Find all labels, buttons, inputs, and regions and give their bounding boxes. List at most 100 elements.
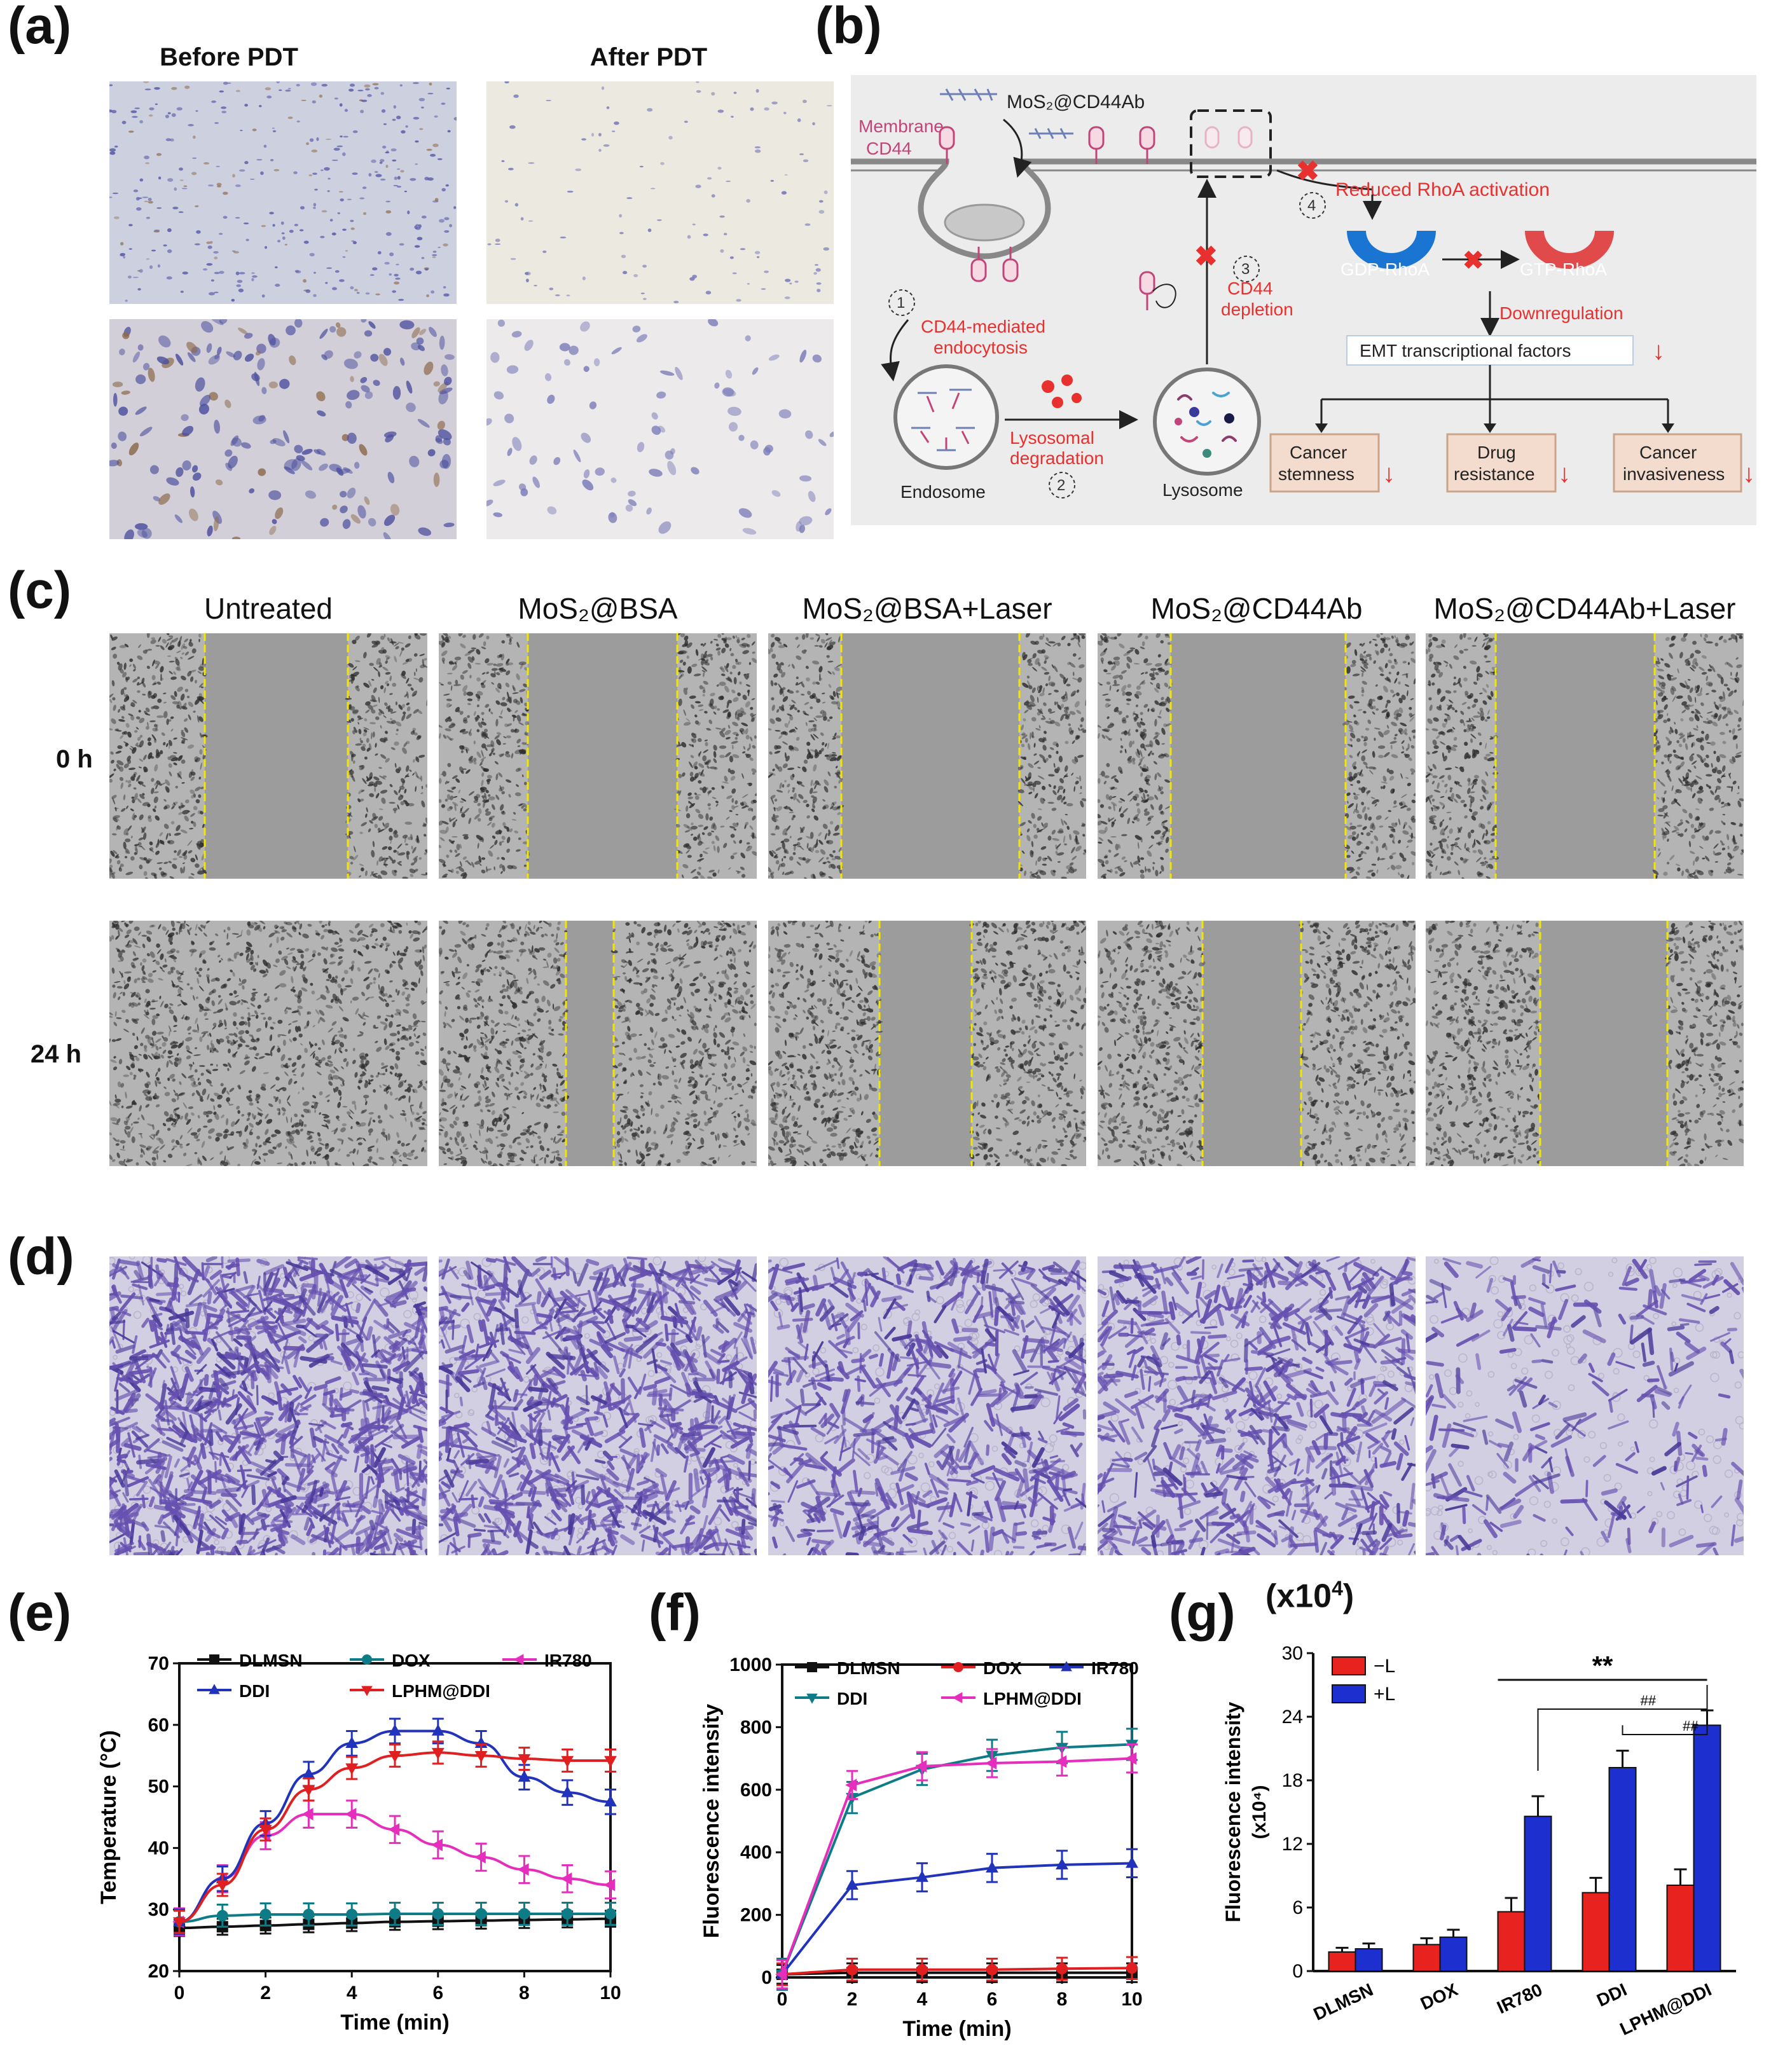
x-axis-label: Time (min) [340, 2010, 449, 2035]
y-tick-label: 12 [1282, 1834, 1303, 1855]
y-axis-label: Temperature (°C) [97, 1730, 121, 1904]
series-line [782, 1971, 1132, 1976]
legend-entry: +L [1332, 1684, 1395, 1705]
nanosheet-icon [940, 88, 1073, 139]
outcome-box-resistance [1446, 433, 1557, 493]
data-point [259, 1908, 272, 1920]
panel-e-label: (e) [8, 1584, 72, 1642]
bar [1582, 1892, 1610, 1972]
legend-label: LPHM@DDI [392, 1681, 490, 1701]
step-1: 1 [897, 294, 905, 312]
legend-swatch [1332, 1684, 1366, 1703]
x-tick-label: 8 [1057, 1989, 1068, 2010]
y-axis-label: Fluorescence intensity [700, 1704, 724, 1939]
double-star-annotation: ** [1592, 1651, 1613, 1680]
legend-entry: DDI [197, 1681, 270, 1701]
data-point [474, 1851, 486, 1864]
block-x-icon: ✖ [1194, 241, 1218, 272]
gdp-rhoa-label: GDP-RhoA [1341, 259, 1430, 279]
data-point [173, 1917, 186, 1929]
data-point [302, 1785, 315, 1797]
y-tick-label: 0 [761, 1967, 772, 1988]
data-point [916, 1963, 928, 1976]
outcome-2-line-1: Drug [1477, 443, 1516, 462]
y-tick-label: 40 [148, 1838, 169, 1859]
series-line [781, 1743, 1133, 1975]
y-tick-label: 60 [148, 1715, 169, 1736]
x-tick-label: 0 [777, 1989, 788, 2010]
y-tick-label: 0 [1292, 1961, 1303, 1982]
hash-annotation: ## [1640, 1693, 1656, 1708]
y-tick-label: 1000 [729, 1654, 772, 1675]
bar [1439, 1936, 1468, 1972]
x-tick-label: 10 [1121, 1989, 1142, 2010]
data-point [915, 1760, 927, 1773]
data-point [561, 1785, 574, 1797]
data-point [518, 1770, 531, 1782]
data-point [1056, 1858, 1068, 1870]
bar [1354, 1948, 1383, 1972]
plot-frame [178, 1662, 612, 1972]
x-tick-label: 4 [347, 1983, 357, 2003]
legend-marker [1061, 1661, 1072, 1672]
data-point [916, 1870, 928, 1882]
svg-text:✖: ✖ [1463, 247, 1484, 275]
scratch-assay-image [768, 921, 1086, 1166]
hash-annotation: ## [1196, 1640, 1204, 1644]
hash-annotation: ## [1683, 1718, 1699, 1734]
gdp-rhoa-icon [1347, 231, 1436, 269]
legend-entry: −L [1332, 1656, 1395, 1677]
panel-f-label: (f) [649, 1584, 701, 1642]
legend-swatch [1332, 1656, 1366, 1675]
series-DLMSN [776, 1962, 1138, 1985]
data-point [301, 1808, 314, 1821]
scratch-assay-image [768, 633, 1086, 879]
error-bar [1589, 1876, 1602, 1893]
step-2: 2 [1057, 477, 1065, 494]
legend-marker [513, 1654, 524, 1665]
mechanism-diagram: MoS₂@CD44Ab Membrane CD44 1 2 3 4 CD4 [851, 75, 1756, 525]
legend-entry: DOX [941, 1658, 1022, 1678]
svg-text:↓: ↓ [1558, 460, 1571, 488]
before-pdt-title: Before PDT [160, 43, 298, 71]
bar [1693, 1724, 1721, 1972]
panel-c-label: (c) [8, 561, 72, 619]
data-point [303, 1908, 315, 1920]
legend-label: DDI [239, 1681, 270, 1701]
data-point [604, 1795, 617, 1806]
legend-marker [362, 1654, 372, 1665]
y-tick-label: 6 [1292, 1897, 1303, 1918]
series-line [781, 1757, 1133, 1975]
y-tick-label: 30 [1282, 1643, 1303, 1664]
legend-marker [806, 1693, 818, 1704]
ihc-after-high-mag [486, 319, 834, 539]
data-point [845, 1778, 857, 1792]
legend-entry: IR780 [502, 1651, 592, 1670]
data-point [345, 1736, 359, 1749]
x-tick-label: LPHM@DDI [1617, 1979, 1714, 2039]
down-arrow-icon: ↓ [1652, 337, 1665, 365]
cd44-receptors-icon [939, 126, 1155, 310]
cd44-depletion-label-1: CD44 [1227, 278, 1273, 298]
series-line [782, 1967, 1133, 1976]
legend-label: +L [1374, 1684, 1395, 1705]
error-bar [1447, 1928, 1460, 1937]
legend-label: DOX [392, 1651, 431, 1670]
y-tick-label: 24 [1282, 1707, 1303, 1728]
after-pdt-title: After PDT [589, 43, 708, 71]
outcome-2-line-2: resistance [1454, 464, 1535, 484]
endocytic-vesicle-shape [944, 203, 1025, 242]
data-point [346, 1908, 358, 1920]
y-axis-unit: (x10⁴) [1249, 1785, 1270, 1839]
col-mos2-bsa: MoS₂@BSA [518, 592, 678, 625]
data-point [389, 1907, 401, 1920]
error-bar [1674, 1868, 1687, 1885]
data-point [259, 1825, 272, 1837]
data-point [986, 1963, 998, 1976]
endocytosis-label-2: endocytosis [934, 338, 1028, 357]
lysosome-label: Lysosome [1162, 480, 1243, 500]
data-point [302, 1767, 315, 1779]
x-tick-label: 0 [174, 1983, 185, 2003]
error-bar [1505, 1897, 1518, 1912]
x-tick-label: IR780 [1494, 1979, 1545, 2017]
